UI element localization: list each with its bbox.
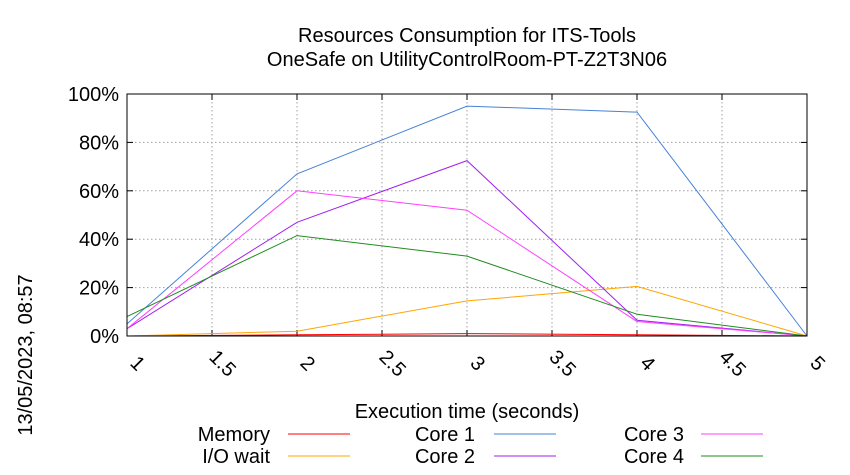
x-tick-label: 4.5 bbox=[715, 346, 750, 381]
series-line-memory bbox=[126, 333, 808, 337]
legend-label-memory: Memory bbox=[198, 424, 270, 446]
x-tick-label: 1.5 bbox=[205, 346, 240, 381]
x-tick-label: 3 bbox=[466, 352, 489, 375]
y-tick-label: 100% bbox=[68, 84, 119, 106]
x-tick-label: 2.5 bbox=[375, 346, 410, 381]
legend-label-core-1: Core 1 bbox=[415, 424, 475, 446]
x-axis-label: Execution time (seconds) bbox=[355, 401, 580, 423]
grid-lines bbox=[127, 94, 807, 336]
legend-label-i-o-wait: I/O wait bbox=[202, 446, 270, 468]
x-tick-label: 5 bbox=[806, 352, 829, 375]
y-tick-label: 60% bbox=[79, 181, 119, 203]
legend-label-core-4: Core 4 bbox=[624, 446, 684, 468]
y-tick-label: 80% bbox=[79, 132, 119, 154]
y-tick-label: 20% bbox=[79, 278, 119, 300]
x-axis-ticks: 1 1.5 2 2.5 3 3.5 4 4.5 5 bbox=[126, 94, 829, 381]
x-tick-label: 1 bbox=[126, 352, 149, 375]
y-tick-label: 0% bbox=[90, 326, 119, 348]
y-tick-label: 40% bbox=[79, 229, 119, 251]
chart-subtitle: OneSafe on UtilityControlRoom-PT-Z2T3N06 bbox=[267, 49, 667, 71]
series-line-core-3 bbox=[126, 190, 808, 337]
plot-frame bbox=[126, 93, 808, 337]
legend-label-core-2: Core 2 bbox=[415, 446, 475, 468]
series-line-core-4 bbox=[126, 235, 808, 337]
series-lines bbox=[126, 105, 808, 337]
x-tick-label: 2 bbox=[296, 352, 319, 375]
legend-label-core-3: Core 3 bbox=[624, 424, 684, 446]
timestamp-label: 13/05/2023, 08:57 bbox=[15, 274, 37, 435]
chart-title: Resources Consumption for ITS-Tools bbox=[298, 25, 636, 47]
series-line-i-o-wait bbox=[126, 285, 808, 337]
y-axis-ticks: 0% 20% 40% 60% 80% 100% bbox=[68, 84, 807, 348]
x-tick-label: 4 bbox=[636, 352, 659, 375]
series-line-core-1 bbox=[126, 105, 808, 337]
x-tick-label: 3.5 bbox=[545, 346, 580, 381]
series-line-core-2 bbox=[126, 160, 808, 337]
